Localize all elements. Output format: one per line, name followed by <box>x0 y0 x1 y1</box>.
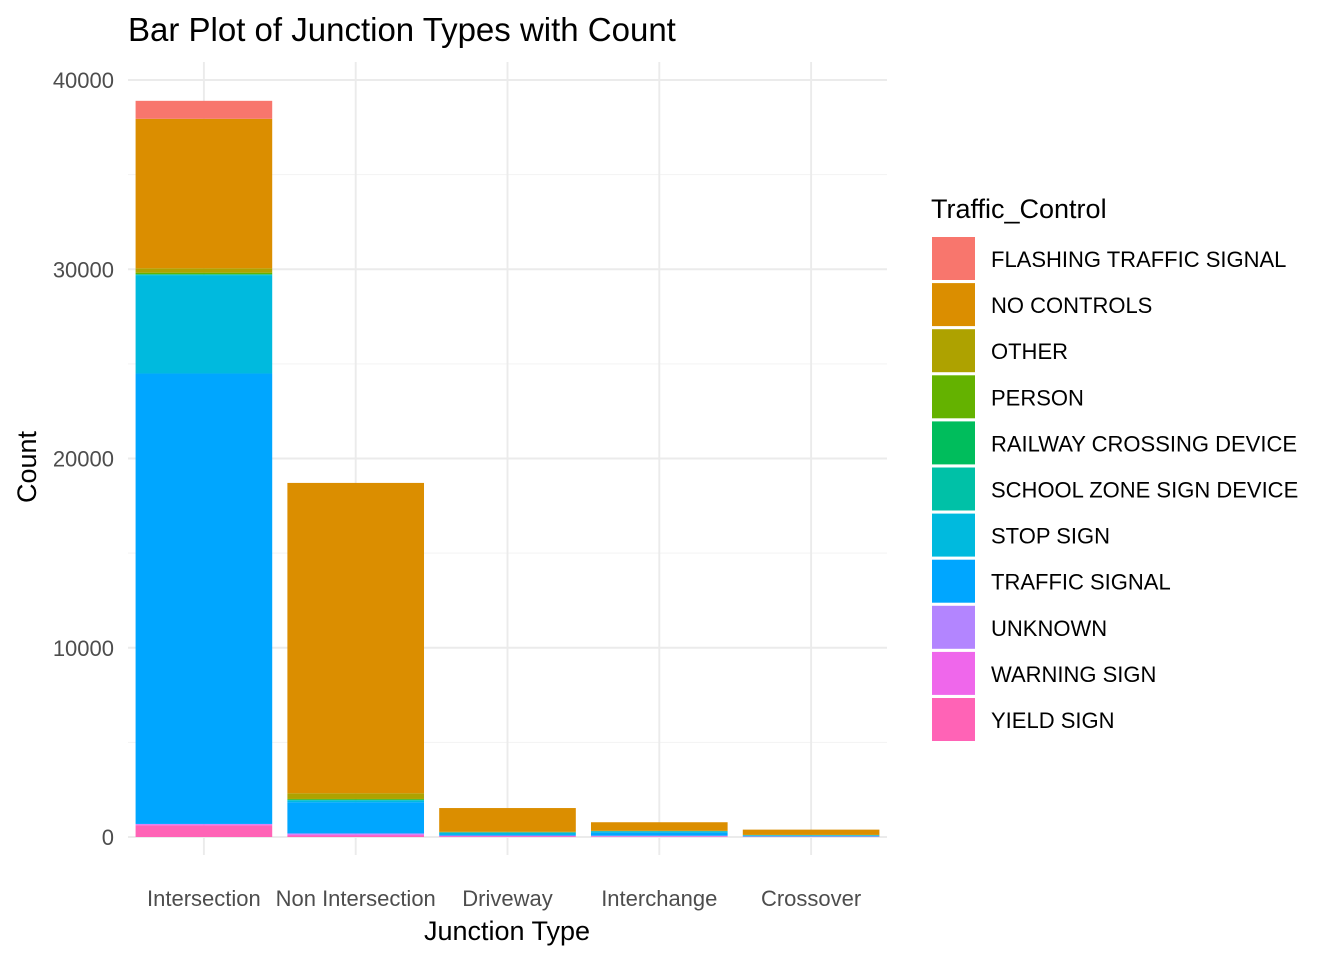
x-tick-label: Crossover <box>761 886 861 911</box>
y-axis-title: Count <box>12 430 42 503</box>
bar-segment <box>287 800 425 803</box>
bar-segment <box>439 831 576 833</box>
legend-swatch <box>932 467 975 511</box>
x-tick-label: Non Intersection <box>276 886 436 911</box>
legend-label: SCHOOL ZONE SIGN DEVICE <box>991 478 1298 503</box>
bar-segment <box>439 836 576 837</box>
bar-segment <box>287 834 425 836</box>
bar-segment <box>742 835 880 836</box>
legend-label: YIELD SIGN <box>991 708 1114 733</box>
legend-title: Traffic_Control <box>931 194 1107 224</box>
bar-segment <box>742 835 880 837</box>
bar-segment <box>287 802 425 834</box>
bar-segment <box>439 834 576 836</box>
bar-segment <box>439 835 576 837</box>
bar-segment <box>590 831 728 833</box>
x-axis-title: Junction Type <box>424 916 590 946</box>
legend-swatch <box>932 698 975 741</box>
bar-segment <box>135 118 273 269</box>
bar-segment <box>590 822 728 831</box>
bar-segment <box>135 824 273 826</box>
bar-segment <box>287 793 425 799</box>
bar-segment <box>439 832 576 835</box>
legend-swatch <box>932 513 975 557</box>
bar-segment <box>439 808 576 832</box>
bar-segment <box>135 272 273 275</box>
y-tick-label: 40000 <box>53 68 114 93</box>
legend-swatch <box>932 283 975 327</box>
legend-swatch <box>932 559 975 603</box>
legend-swatch <box>932 237 975 280</box>
legend-label: PERSON <box>991 385 1084 410</box>
bar-segment <box>135 268 273 273</box>
x-tick-label: Driveway <box>462 886 552 911</box>
bar-segment <box>135 275 273 374</box>
legend-swatch <box>932 421 975 465</box>
x-tick-label: Intersection <box>147 886 261 911</box>
legend-label: UNKNOWN <box>991 616 1107 641</box>
bar-segment <box>590 832 728 836</box>
bar-segment <box>590 835 728 837</box>
bar-segment <box>135 274 273 276</box>
legend-label: FLASHING TRAFFIC SIGNAL <box>991 247 1286 272</box>
legend-label: NO CONTROLS <box>991 293 1152 318</box>
bar-segment <box>135 373 273 824</box>
bars <box>135 100 880 837</box>
bar-segment <box>287 482 425 794</box>
bar-segment <box>135 100 273 119</box>
bar-segment <box>287 798 425 800</box>
bar-segment <box>742 829 880 835</box>
bar-segment <box>287 833 425 835</box>
y-tick-label: 20000 <box>53 447 114 472</box>
legend-swatch <box>932 329 975 373</box>
legend-swatch <box>932 375 975 419</box>
bar-segment <box>287 835 425 837</box>
y-tick-label: 0 <box>102 825 114 850</box>
legend-label: TRAFFIC SIGNAL <box>991 570 1171 595</box>
y-tick-label: 30000 <box>53 257 114 282</box>
legend: FLASHING TRAFFIC SIGNAL NO CONTROLS OTHER P… <box>932 237 1298 741</box>
legend-label: STOP SIGN <box>991 524 1110 549</box>
x-axis-ticks: Intersection Non Intersection Driveway Inte… <box>147 886 861 911</box>
legend-label: RAILWAY CROSSING DEVICE <box>991 431 1297 456</box>
bar-segment <box>135 825 273 837</box>
x-tick-label: Interchange <box>601 886 717 911</box>
legend-swatch <box>932 651 975 695</box>
legend-label: WARNING SIGN <box>991 662 1156 687</box>
legend-label: OTHER <box>991 339 1068 364</box>
legend-swatch <box>932 605 975 649</box>
chart-title: Bar Plot of Junction Types with Count <box>128 11 676 48</box>
y-tick-label: 10000 <box>53 636 114 661</box>
y-axis-ticks: 0 10000 20000 30000 40000 <box>53 68 114 850</box>
